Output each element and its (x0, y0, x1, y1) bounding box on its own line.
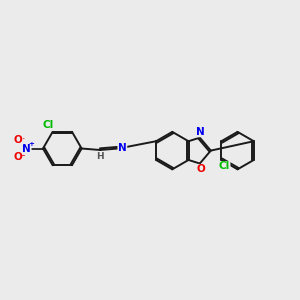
Text: N: N (118, 143, 127, 153)
Text: O: O (14, 152, 23, 162)
Text: N: N (196, 127, 205, 137)
Text: O: O (14, 135, 23, 145)
Text: O: O (196, 164, 205, 175)
Text: ¯: ¯ (21, 155, 26, 165)
Text: Cl: Cl (43, 120, 54, 130)
Text: N: N (22, 143, 31, 154)
Text: +: + (28, 141, 34, 147)
Text: Cl: Cl (219, 161, 230, 172)
Text: H: H (96, 152, 104, 161)
Text: ·: · (22, 134, 25, 144)
